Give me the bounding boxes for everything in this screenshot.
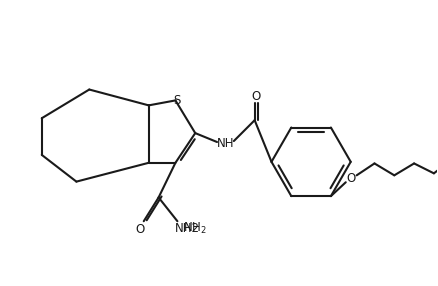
Text: NH$_2$: NH$_2$	[183, 221, 207, 236]
Text: O: O	[345, 172, 354, 185]
Text: NH: NH	[217, 136, 234, 150]
Text: NH2: NH2	[174, 222, 199, 235]
Text: O: O	[251, 90, 260, 103]
Text: O: O	[135, 223, 144, 236]
Text: S: S	[173, 94, 181, 107]
